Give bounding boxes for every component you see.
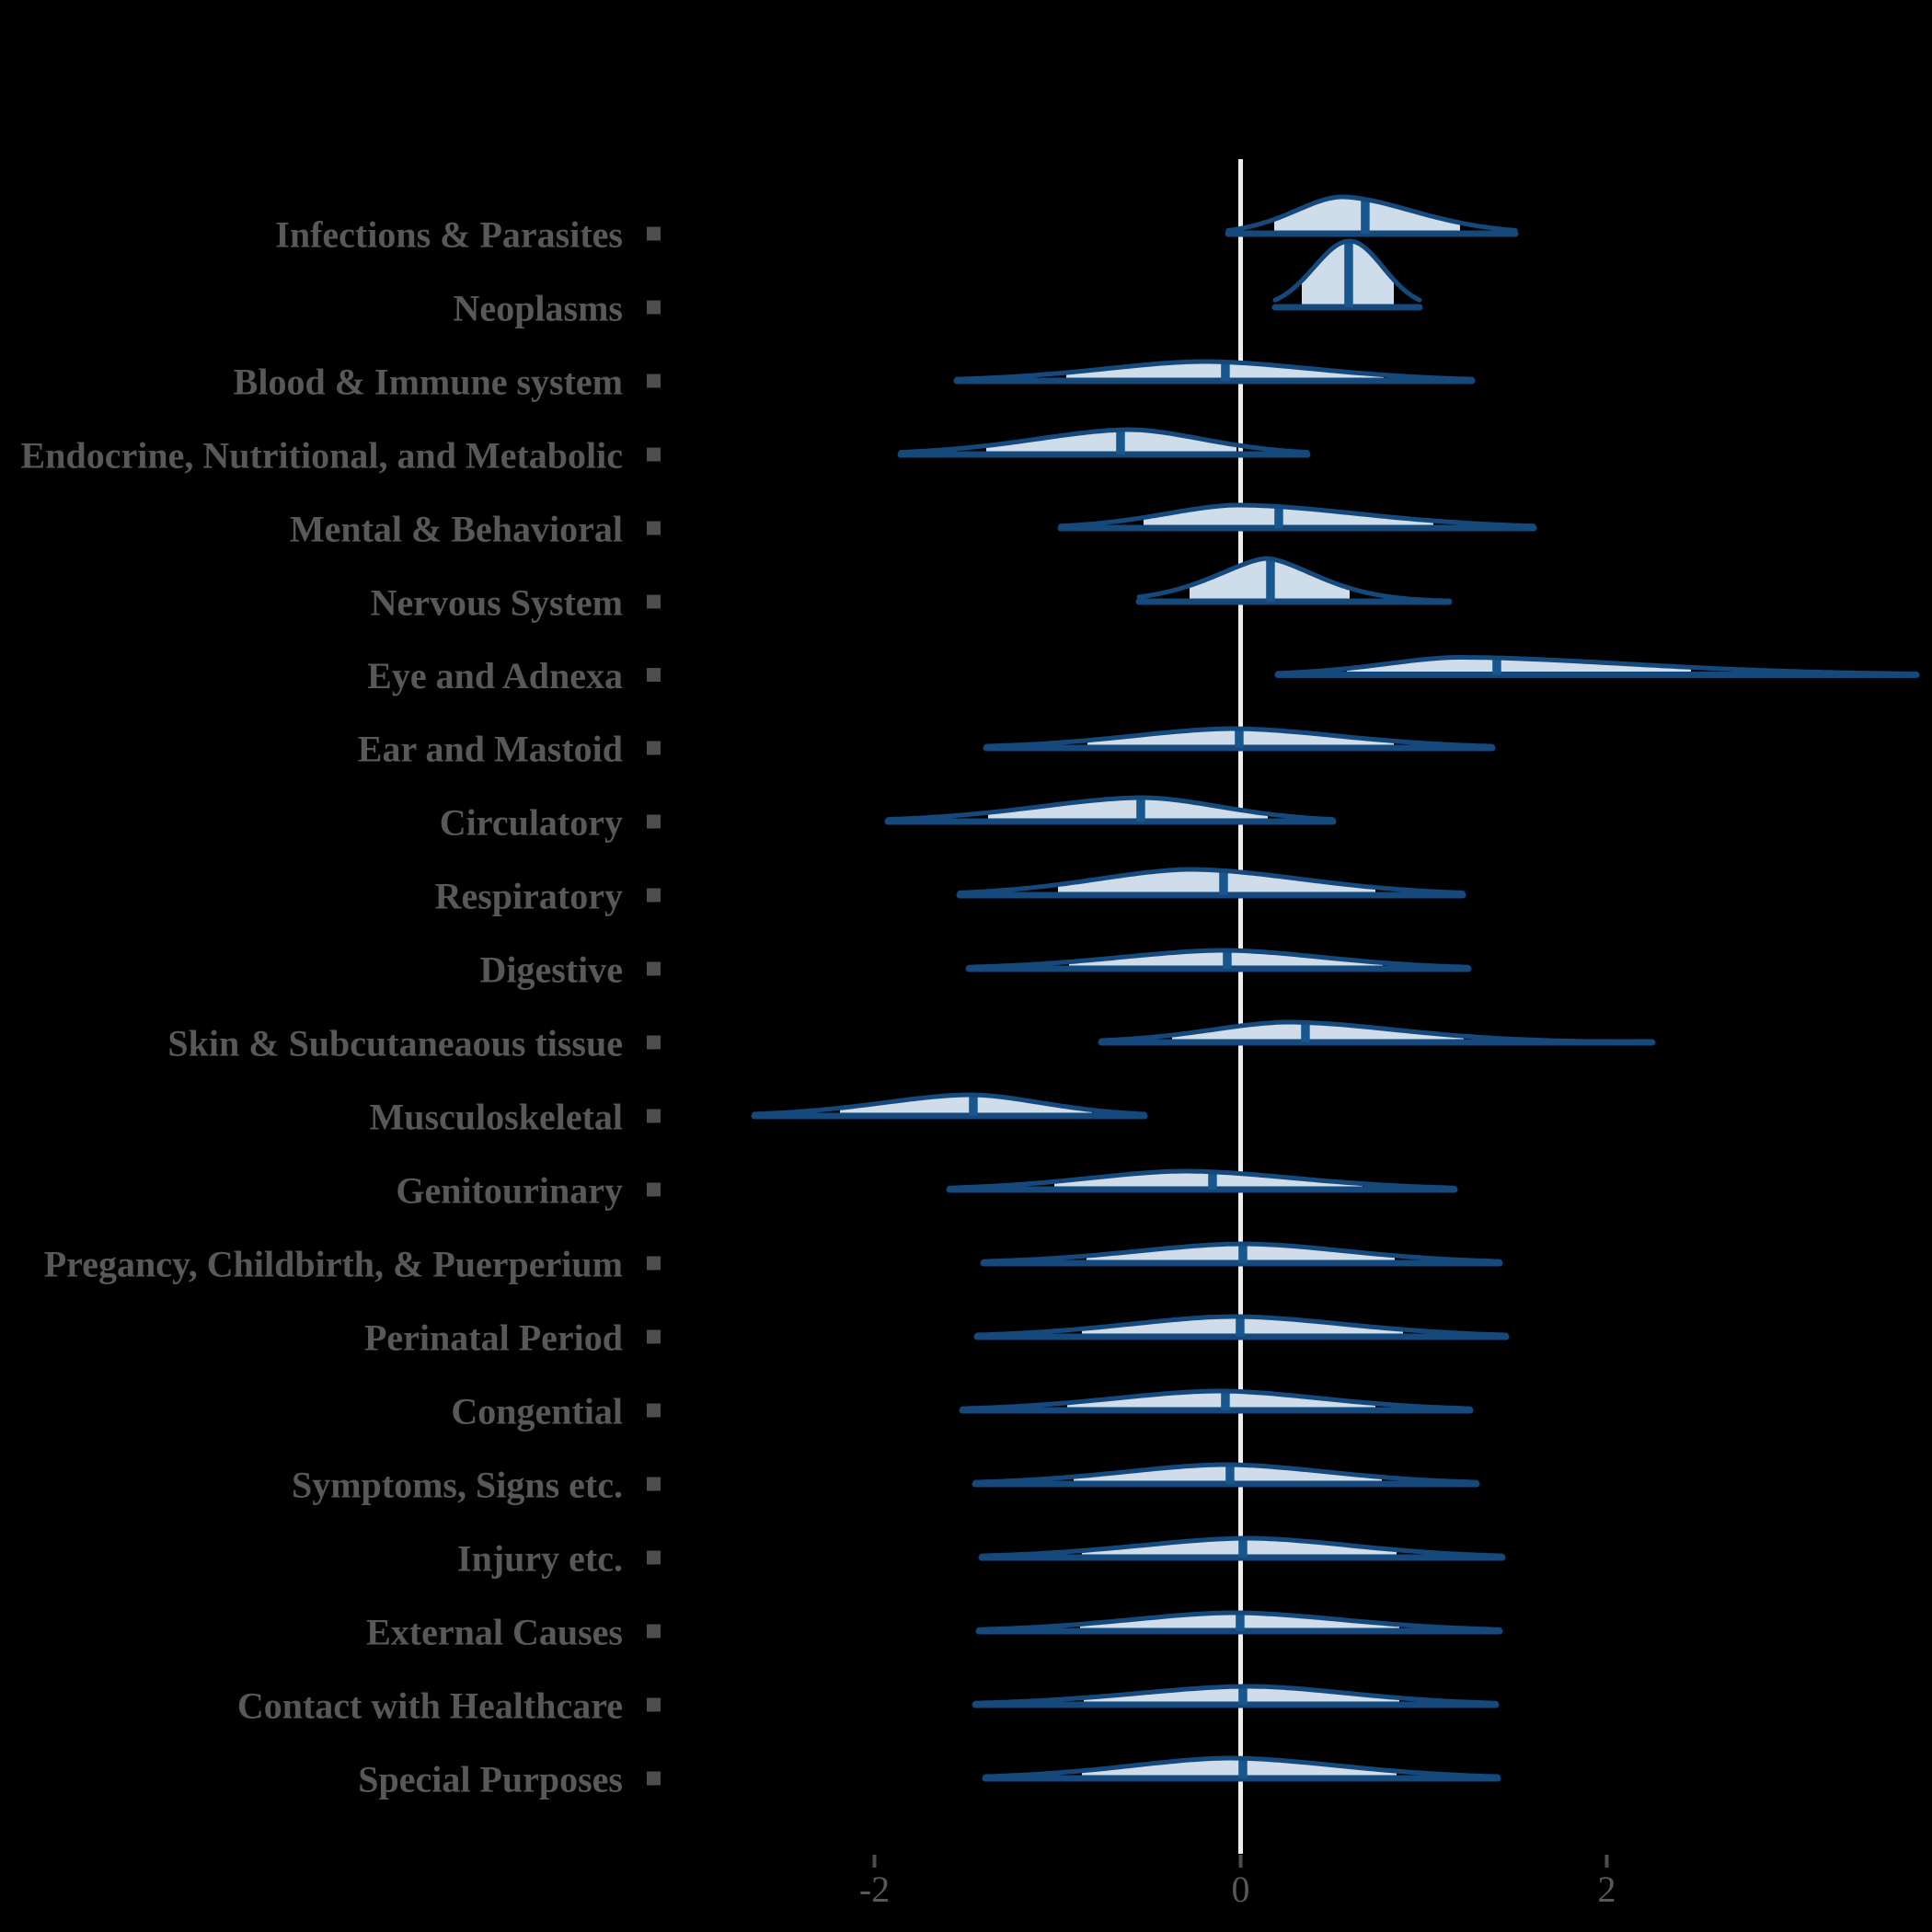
svg-text:Endocrine, Nutritional, and Me: Endocrine, Nutritional, and Metabolic	[21, 435, 623, 477]
svg-text:Nervous System: Nervous System	[371, 582, 623, 624]
svg-text:2: 2	[1598, 1869, 1616, 1910]
svg-text:Symptoms, Signs etc.: Symptoms, Signs etc.	[292, 1465, 623, 1506]
svg-text:Mental & Behavioral: Mental & Behavioral	[290, 509, 623, 550]
svg-text:Congential: Congential	[451, 1391, 623, 1432]
svg-text:Special Purposes: Special Purposes	[358, 1759, 623, 1800]
svg-text:Injury etc.: Injury etc.	[457, 1538, 623, 1580]
svg-text:-2: -2	[859, 1869, 890, 1910]
svg-text:Perinatal Period: Perinatal Period	[364, 1317, 623, 1359]
svg-text:Genitourinary: Genitourinary	[396, 1170, 623, 1212]
svg-text:Ear and Mastoid: Ear and Mastoid	[358, 729, 623, 770]
svg-text:Respiratory: Respiratory	[435, 876, 623, 917]
svg-text:Eye and Adnexa: Eye and Adnexa	[367, 655, 623, 696]
svg-text:Musculoskeletal: Musculoskeletal	[369, 1097, 623, 1138]
svg-text:0: 0	[1232, 1869, 1250, 1910]
svg-text:Skin & Subcutaneaous tissue: Skin & Subcutaneaous tissue	[167, 1023, 623, 1064]
svg-text:Pregancy, Childbirth, & Puerpe: Pregancy, Childbirth, & Puerperium	[44, 1244, 623, 1285]
svg-text:External Causes: External Causes	[366, 1612, 623, 1653]
svg-text:Contact with Healthcare: Contact with Healthcare	[237, 1685, 623, 1727]
svg-text:Infections & Parasites: Infections & Parasites	[275, 214, 623, 256]
svg-text:Digestive: Digestive	[479, 949, 623, 991]
svg-text:Circulatory: Circulatory	[440, 802, 623, 844]
svg-text:Neoplasms: Neoplasms	[454, 288, 623, 329]
svg-text:Blood & Immune system: Blood & Immune system	[234, 362, 623, 403]
